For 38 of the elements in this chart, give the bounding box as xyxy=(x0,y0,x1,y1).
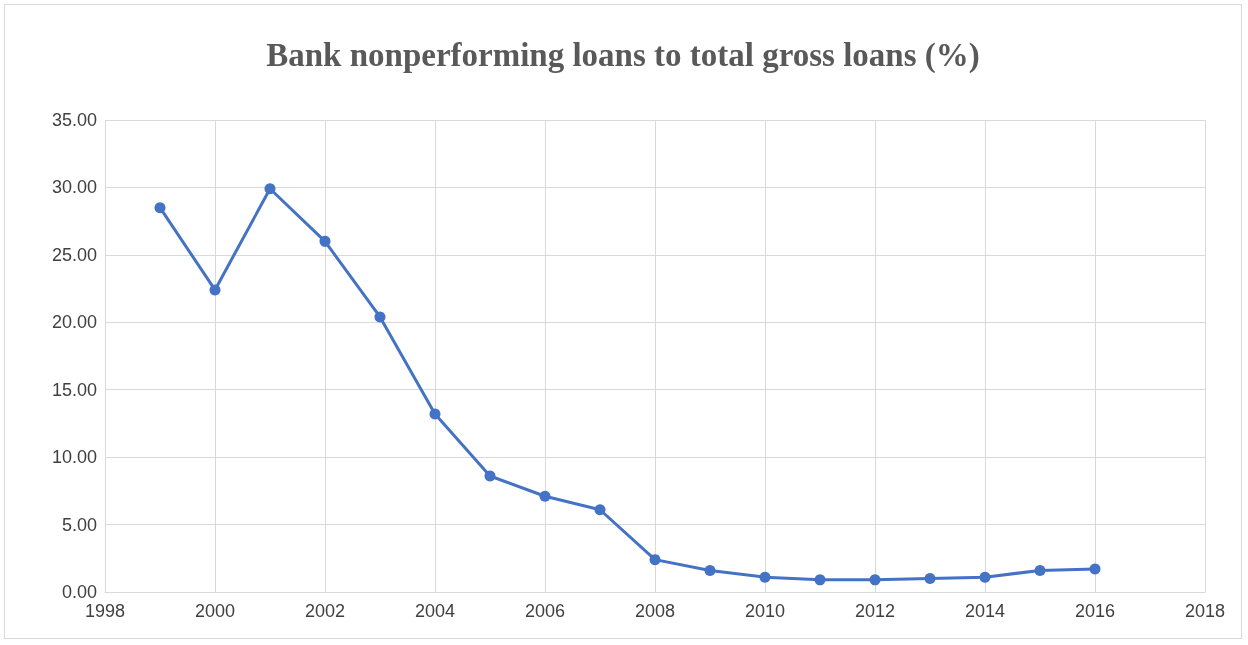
chart-title: Bank nonperforming loans to total gross loans (%) xyxy=(266,36,980,74)
point xyxy=(154,202,166,214)
x-tick-label: 2018 xyxy=(1184,601,1226,621)
point xyxy=(1034,564,1046,576)
y-tick-label: 20.00 xyxy=(51,312,97,333)
y-tick-label: 35.00 xyxy=(51,110,97,130)
y-tick-label: 25.00 xyxy=(51,244,97,265)
x-tick-label: 2012 xyxy=(854,601,896,621)
point xyxy=(814,574,826,586)
x-tick-label: 2014 xyxy=(964,601,1006,621)
point xyxy=(649,554,661,566)
point xyxy=(429,408,441,420)
point xyxy=(869,574,881,586)
x-tick-label: 2000 xyxy=(194,601,236,621)
point xyxy=(484,470,496,482)
y-tick-label: 30.00 xyxy=(51,177,97,198)
x-tick-label: 2016 xyxy=(1074,601,1116,621)
point xyxy=(594,504,606,516)
y-tick-label: 10.00 xyxy=(51,447,97,468)
y-tick-label: 5.00 xyxy=(61,514,97,535)
point xyxy=(979,571,991,583)
point xyxy=(1089,563,1101,575)
point xyxy=(319,235,331,247)
x-tick-label: 2002 xyxy=(304,601,346,621)
point xyxy=(539,490,551,502)
point xyxy=(209,284,221,296)
point xyxy=(264,183,276,195)
point xyxy=(759,571,771,583)
point xyxy=(374,311,386,323)
x-tick-label: 2006 xyxy=(524,601,566,621)
x-tick-label: 1998 xyxy=(84,601,126,621)
point xyxy=(924,573,936,585)
x-tick-label: 2004 xyxy=(414,601,456,621)
x-tick-label: 2008 xyxy=(634,601,676,621)
point xyxy=(704,564,716,576)
y-tick-label: 0.00 xyxy=(61,582,97,602)
y-tick-label: 15.00 xyxy=(51,379,97,400)
x-tick-label: 2010 xyxy=(744,601,786,621)
